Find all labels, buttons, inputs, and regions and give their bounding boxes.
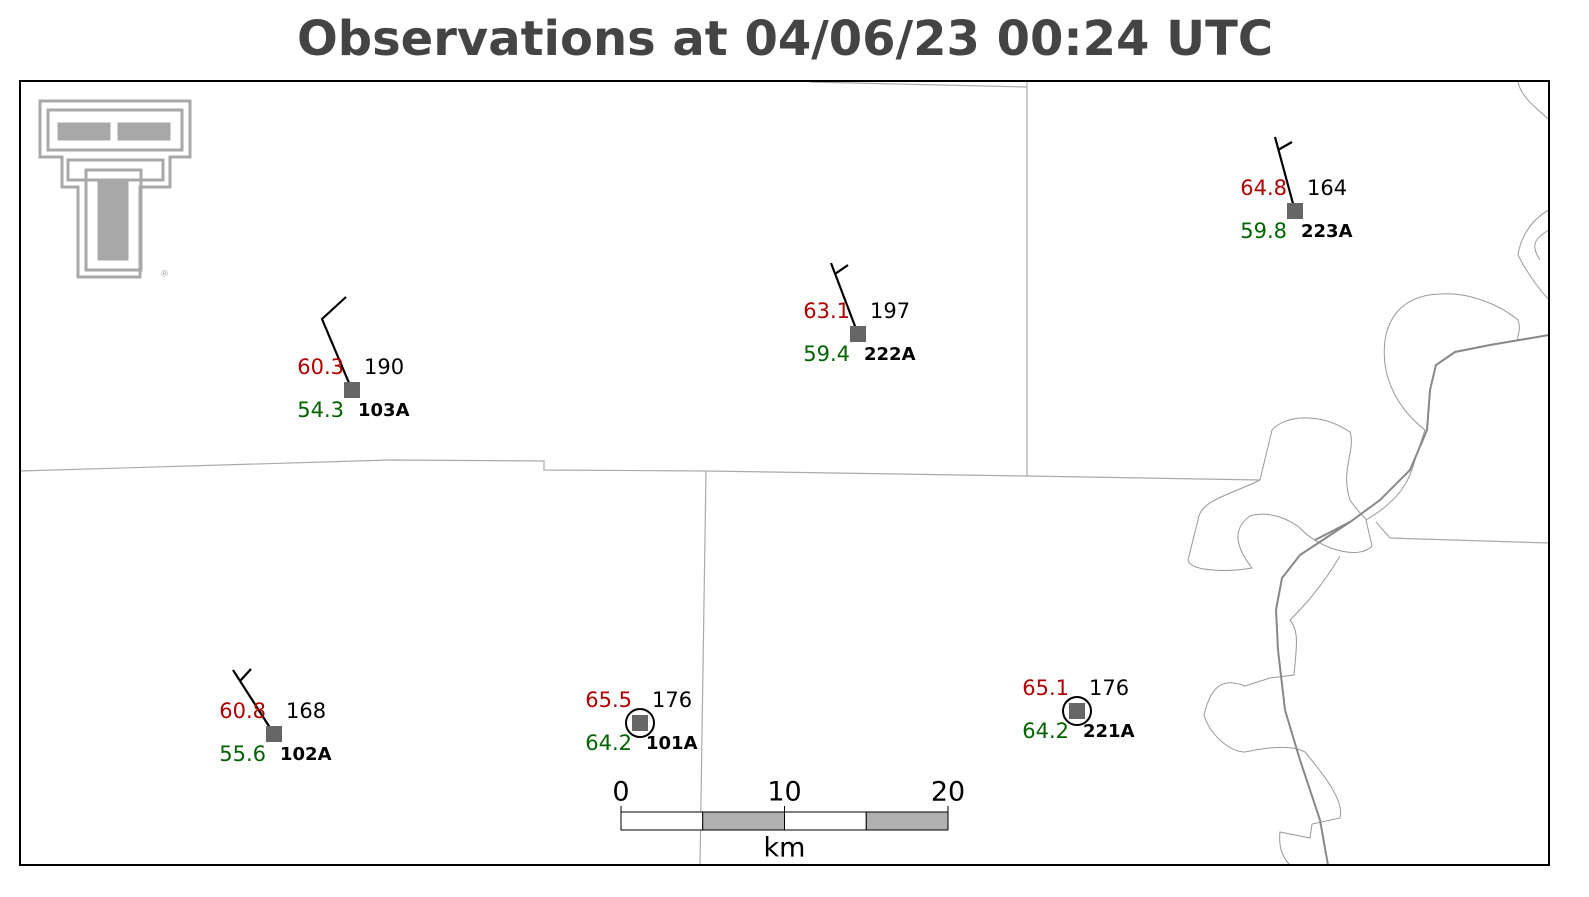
temperature: 63.1 (803, 299, 850, 323)
station: 64.8 164 59.8 223A (1240, 176, 1352, 243)
svg-text:®: ® (160, 270, 169, 280)
scale-tick-label: 10 (767, 777, 801, 808)
scale-unit: km (764, 833, 806, 864)
pressure: 164 (1307, 176, 1347, 200)
station-marker (632, 715, 648, 731)
title: Observations at 04/06/23 00:24 UTC (297, 11, 1273, 67)
station-marker (1069, 703, 1085, 719)
scale-segment (620, 811, 704, 831)
station-id: 222A (864, 344, 916, 365)
station: 60.8 168 55.6 102A (219, 699, 331, 766)
station: 63.1 197 59.4 222A (803, 299, 915, 366)
station-marker (1287, 203, 1303, 219)
pressure: 168 (286, 699, 326, 723)
station-id: 221A (1083, 721, 1135, 742)
temperature: 65.5 (585, 688, 632, 712)
temperature: 60.3 (297, 355, 344, 379)
map-frame (19, 80, 1550, 866)
dewpoint: 64.2 (585, 731, 632, 755)
station-marker (344, 382, 360, 398)
scale-tick-label: 0 (612, 777, 629, 808)
station: 65.5 176 64.2 101A (585, 688, 697, 755)
station-id: 102A (280, 744, 332, 765)
temperature: 60.8 (219, 699, 266, 723)
scale-segment (702, 811, 785, 831)
dewpoint: 54.3 (297, 398, 344, 422)
scale-bar: 0 10 20 km (612, 777, 965, 864)
pressure: 190 (364, 355, 404, 379)
dewpoint: 64.2 (1022, 719, 1069, 743)
station-id: 223A (1301, 221, 1353, 242)
station-marker (266, 726, 282, 742)
basemap (19, 81, 1550, 866)
station: 65.1 176 64.2 221A (1022, 676, 1134, 743)
station-id: 101A (646, 733, 698, 754)
temperature: 64.8 (1240, 176, 1287, 200)
scale-segment (865, 811, 949, 831)
dewpoint: 59.4 (803, 342, 850, 366)
station-marker (850, 326, 866, 342)
scale-segment (784, 811, 867, 831)
temperature: 65.1 (1022, 676, 1069, 700)
pressure: 176 (1089, 676, 1129, 700)
pressure: 197 (870, 299, 910, 323)
wind-barbs (232, 136, 1297, 738)
pressure: 176 (652, 688, 692, 712)
dewpoint: 59.8 (1240, 219, 1287, 243)
scale-tick-label: 20 (931, 777, 965, 808)
dewpoint: 55.6 (219, 742, 266, 766)
station-id: 103A (358, 400, 410, 421)
logo: ® (38, 99, 192, 280)
station: 60.3 190 54.3 103A (297, 355, 409, 422)
